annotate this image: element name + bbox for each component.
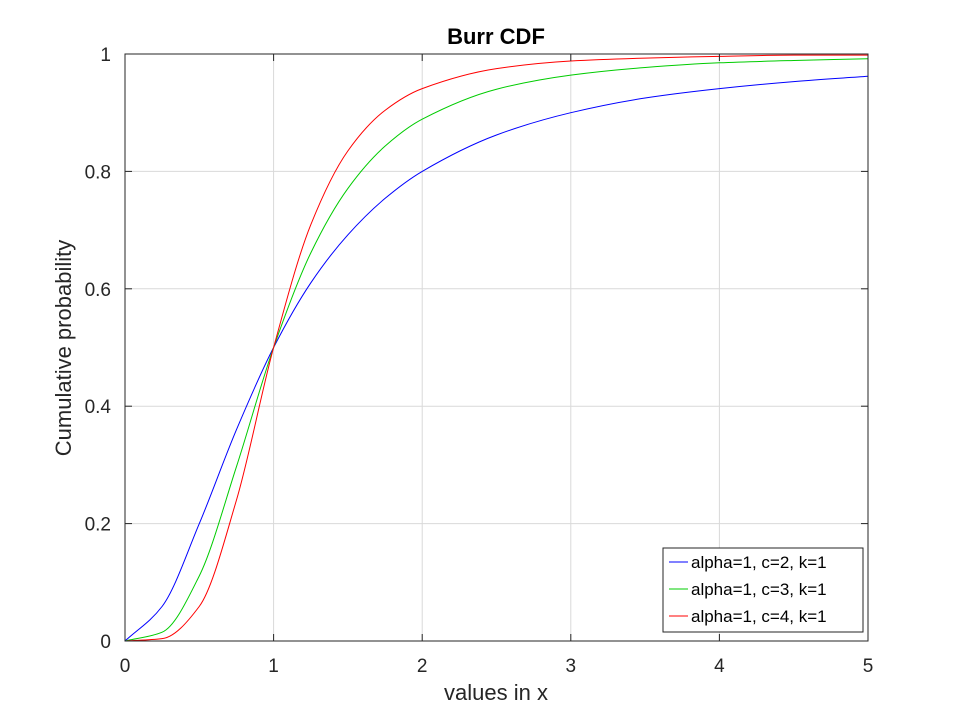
y-tick-label: 0.2: [85, 515, 111, 536]
plot-frame: [124, 53, 869, 642]
y-axis-title: Cumulative probability: [51, 240, 76, 456]
series-line-c4: [124, 54, 868, 642]
y-tick-label: 0.4: [85, 397, 112, 418]
x-tick-label: 5: [863, 656, 874, 677]
series-layer: [124, 54, 869, 642]
series-line-c2: [124, 75, 869, 642]
grid-lines: [125, 54, 868, 641]
x-tick-label: 1: [268, 656, 279, 677]
legend-entry-label: alpha=1, c=4, k=1: [691, 607, 827, 626]
series-line-c3: [124, 58, 869, 642]
legend-entry-label: alpha=1, c=3, k=1: [691, 580, 827, 599]
y-tick-label: 0: [100, 632, 111, 653]
plot-area: [125, 54, 868, 641]
x-axis-title: values in x: [444, 680, 548, 705]
y-tick-label: 0.8: [85, 162, 111, 183]
x-tick-label: 0: [120, 656, 131, 677]
x-tick-label: 2: [417, 656, 428, 677]
legend: alpha=1, c=2, k=1 alpha=1, c=3, k=1 alpha=…: [662, 547, 864, 633]
legend-entry-label: alpha=1, c=2, k=1: [691, 553, 827, 572]
legend-box: [662, 547, 864, 633]
chart-title: Burr CDF: [447, 24, 545, 49]
x-tick-label: 3: [566, 656, 577, 677]
axis-ticks: [124, 53, 869, 642]
y-tick-label: 0.6: [85, 280, 111, 301]
y-tick-label: 1: [100, 45, 111, 66]
tick-labels: 0 1 2 3 4 5 0 0.2 0.4 0.6 0.8 1: [85, 45, 874, 677]
x-tick-label: 4: [714, 656, 725, 677]
